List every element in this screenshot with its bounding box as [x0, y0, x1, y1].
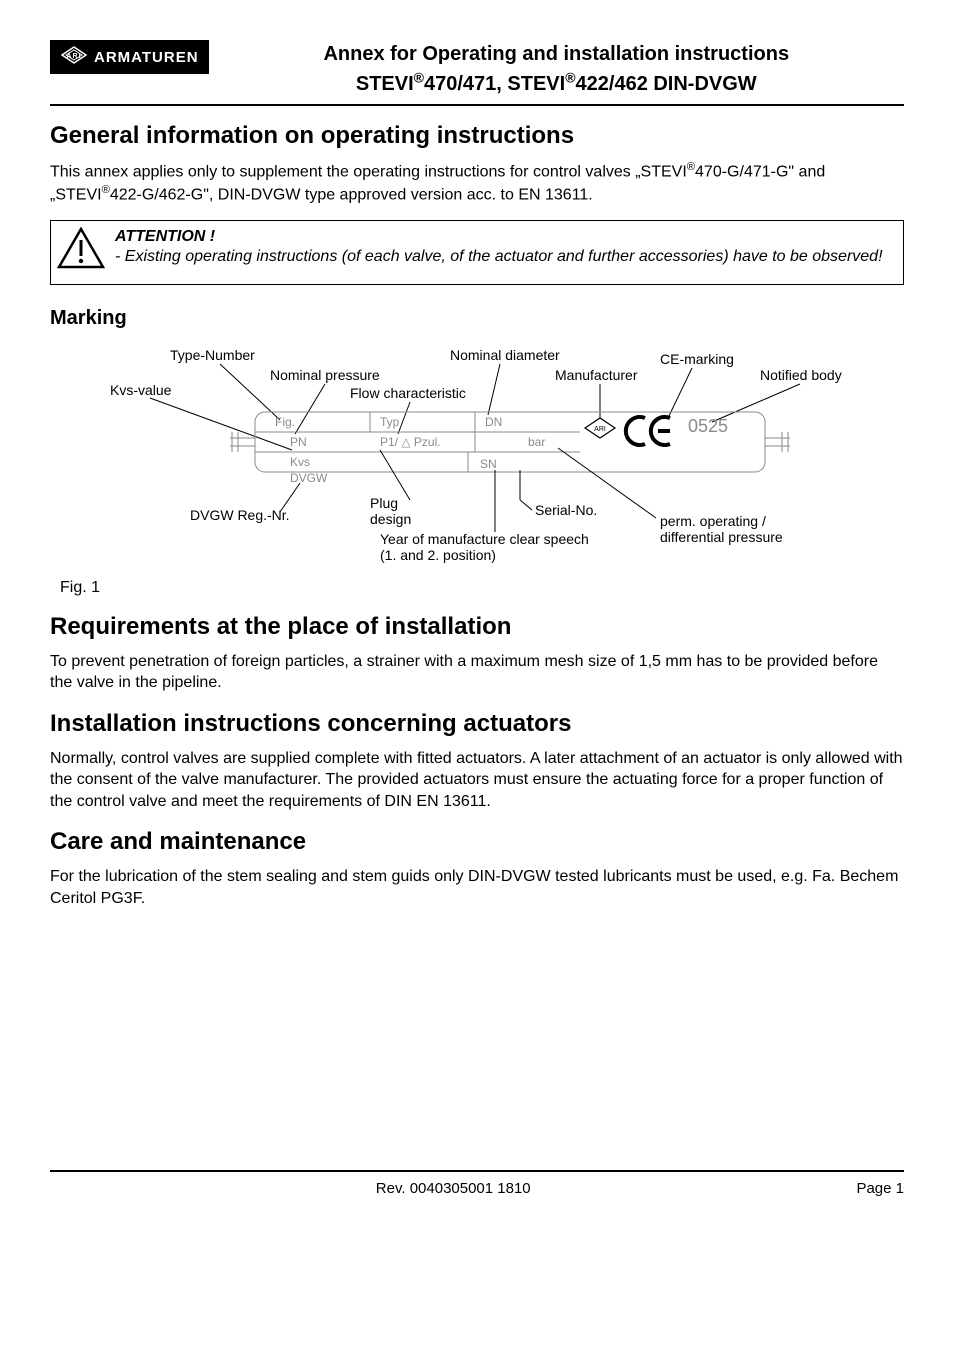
- svg-text:DVGW Reg.-Nr.: DVGW Reg.-Nr.: [190, 507, 290, 523]
- svg-text:Typ: Typ: [380, 415, 400, 429]
- svg-text:differential pressure: differential pressure: [660, 529, 783, 545]
- svg-text:Nominal pressure: Nominal pressure: [270, 367, 380, 383]
- section-heading-actuators: Installation instructions concerning act…: [50, 710, 904, 738]
- diamond-icon: ARI: [60, 46, 88, 68]
- svg-text:ARI: ARI: [66, 53, 81, 60]
- svg-text:(1. and 2. position): (1. and 2. position): [380, 547, 496, 563]
- marking-diagram: Type-Number Nominal diameter CE-marking …: [80, 340, 904, 575]
- warning-icon: [57, 227, 105, 274]
- svg-text:Type-Number: Type-Number: [170, 347, 255, 363]
- svg-text:DVGW: DVGW: [290, 471, 328, 485]
- svg-text:0525: 0525: [688, 416, 728, 436]
- page-footer: Rev. 0040305001 1810 Page 1: [50, 1170, 904, 1197]
- svg-text:Flow characteristic: Flow characteristic: [350, 385, 466, 401]
- actuators-paragraph: Normally, control valves are supplied co…: [50, 748, 904, 813]
- section-heading-general: General information on operating instruc…: [50, 122, 904, 150]
- attention-box: ATTENTION ! - Existing operating instruc…: [50, 220, 904, 285]
- header-title-line1: Annex for Operating and installation ins…: [323, 43, 789, 65]
- svg-text:P1/ △ Pzul.: P1/ △ Pzul.: [380, 435, 441, 449]
- figure-caption: Fig. 1: [60, 579, 904, 597]
- svg-text:Kvs-value: Kvs-value: [110, 382, 172, 398]
- footer-page: Page 1: [856, 1180, 904, 1197]
- care-paragraph: For the lubrication of the stem sealing …: [50, 866, 904, 909]
- svg-text:Nominal diameter: Nominal diameter: [450, 347, 560, 363]
- svg-text:Manufacturer: Manufacturer: [555, 367, 638, 383]
- attention-title: ATTENTION !: [115, 228, 215, 245]
- svg-text:Serial-No.: Serial-No.: [535, 502, 597, 518]
- attention-body: - Existing operating instructions (of ea…: [115, 248, 883, 265]
- svg-text:PN: PN: [290, 435, 307, 449]
- section-heading-marking: Marking: [50, 307, 904, 330]
- requirements-paragraph: To prevent penetration of foreign partic…: [50, 651, 904, 694]
- svg-text:DN: DN: [485, 415, 502, 429]
- attention-text: ATTENTION ! - Existing operating instruc…: [115, 227, 883, 269]
- svg-text:bar: bar: [528, 435, 545, 449]
- header-title-line2: STEVI®470/471, STEVI®422/462 DIN-DVGW: [356, 73, 757, 95]
- general-info-paragraph: This annex applies only to supplement th…: [50, 160, 904, 206]
- section-heading-care: Care and maintenance: [50, 828, 904, 856]
- svg-text:perm. operating /: perm. operating /: [660, 513, 766, 529]
- brand-text: ARMATUREN: [94, 49, 199, 66]
- brand-logo: ARI ARMATUREN: [50, 40, 209, 74]
- svg-text:Fig.: Fig.: [275, 415, 295, 429]
- svg-text:design: design: [370, 511, 411, 527]
- svg-text:ARI: ARI: [594, 426, 606, 433]
- document-header: ARI ARMATUREN Annex for Operating and in…: [50, 40, 904, 106]
- svg-text:Year of manufacture clear spee: Year of manufacture clear speech: [380, 531, 589, 547]
- svg-text:Kvs: Kvs: [290, 455, 310, 469]
- svg-text:Notified body: Notified body: [760, 367, 842, 383]
- svg-text:Plug: Plug: [370, 495, 398, 511]
- header-title: Annex for Operating and installation ins…: [209, 40, 904, 98]
- footer-rev: Rev. 0040305001 1810: [376, 1180, 531, 1197]
- section-heading-requirements: Requirements at the place of installatio…: [50, 613, 904, 641]
- svg-text:CE-marking: CE-marking: [660, 351, 734, 367]
- svg-text:SN: SN: [480, 457, 497, 471]
